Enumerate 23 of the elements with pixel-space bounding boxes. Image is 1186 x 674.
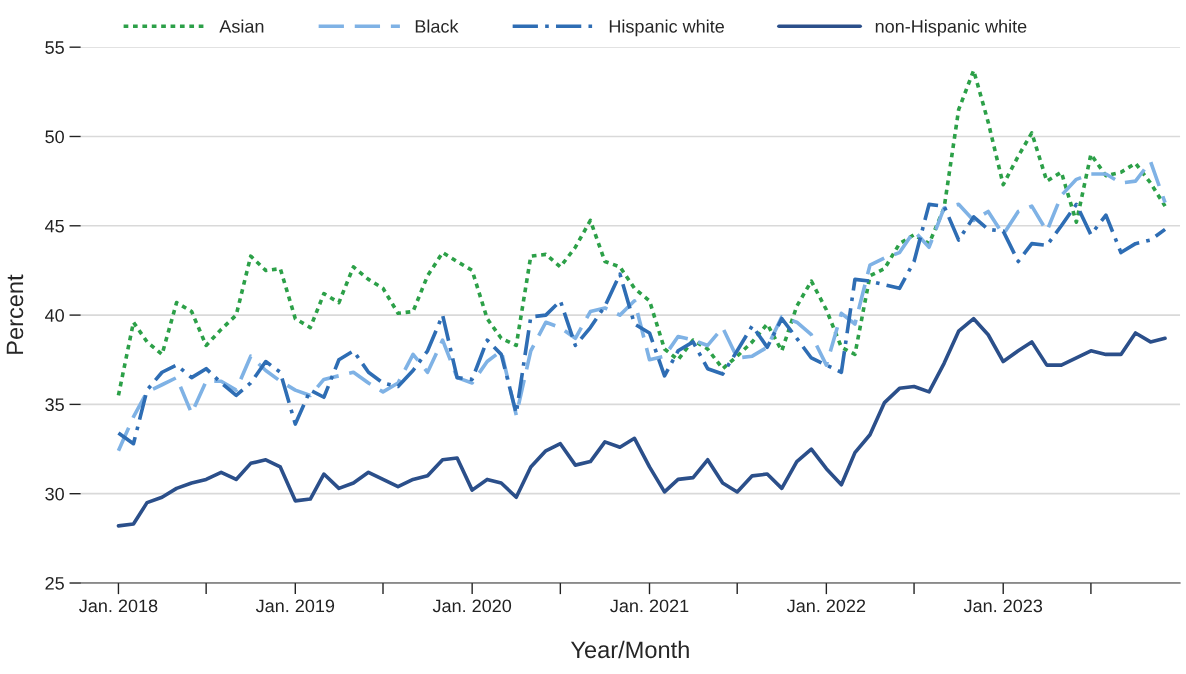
y-tick-label: 55 [45, 41, 64, 54]
legend-label: Black [415, 19, 459, 33]
x-tick-label: Jan. 2021 [610, 599, 689, 613]
x-tick-label: Jan. 2020 [432, 599, 512, 613]
legend-label: non-Hispanic white [875, 19, 1027, 37]
y-tick-label: 50 [45, 130, 64, 144]
line-series [116, 202, 1167, 446]
y-axis-title: Percent [6, 274, 24, 354]
x-tick-label: Jan. 2019 [255, 599, 335, 613]
y-tick-label: 40 [45, 309, 64, 322]
y-tick-label: 45 [45, 219, 64, 233]
y-tick-label: 35 [45, 398, 64, 412]
x-tick-label: Jan. 2022 [786, 599, 866, 613]
line-series [116, 68, 1167, 398]
x-axis-title: Year/Month [570, 640, 689, 659]
line-series [116, 316, 1167, 528]
line-series [116, 159, 1167, 453]
x-tick-label: Jan. 2023 [963, 599, 1043, 613]
y-tick-label: 30 [45, 487, 64, 501]
legend-label: Hispanic white [609, 19, 724, 37]
y-tick-label: 25 [45, 576, 64, 590]
legend-label: Asian [219, 19, 264, 33]
x-tick-label: Jan. 2018 [79, 599, 158, 613]
